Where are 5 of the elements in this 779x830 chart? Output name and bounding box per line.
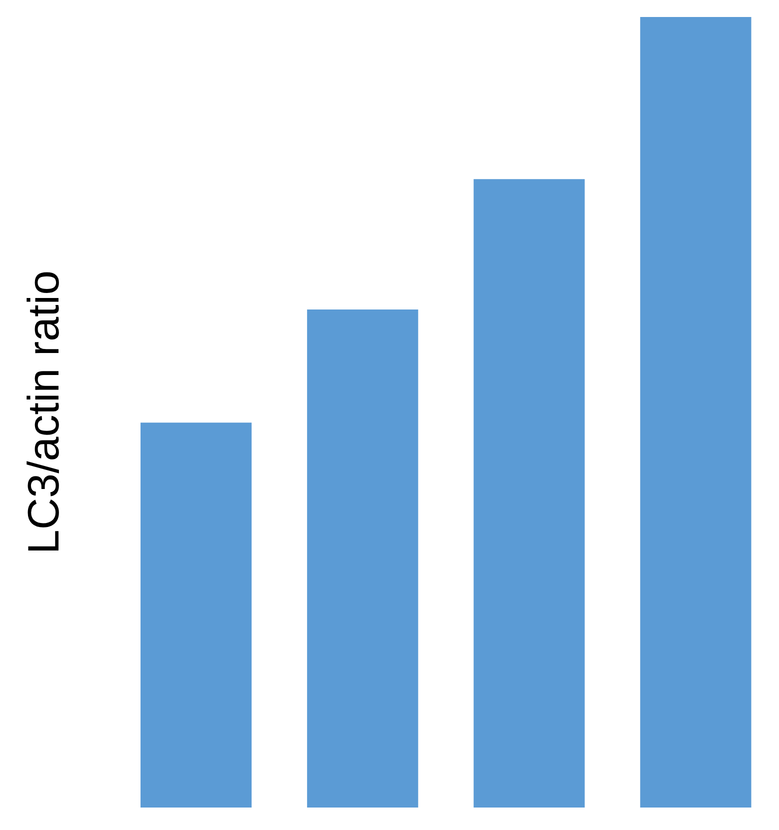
bar [307,310,418,808]
bar [140,422,252,808]
bar [640,17,752,808]
y-axis-title: LC3/actin ratio [20,270,69,554]
bar [474,179,585,808]
